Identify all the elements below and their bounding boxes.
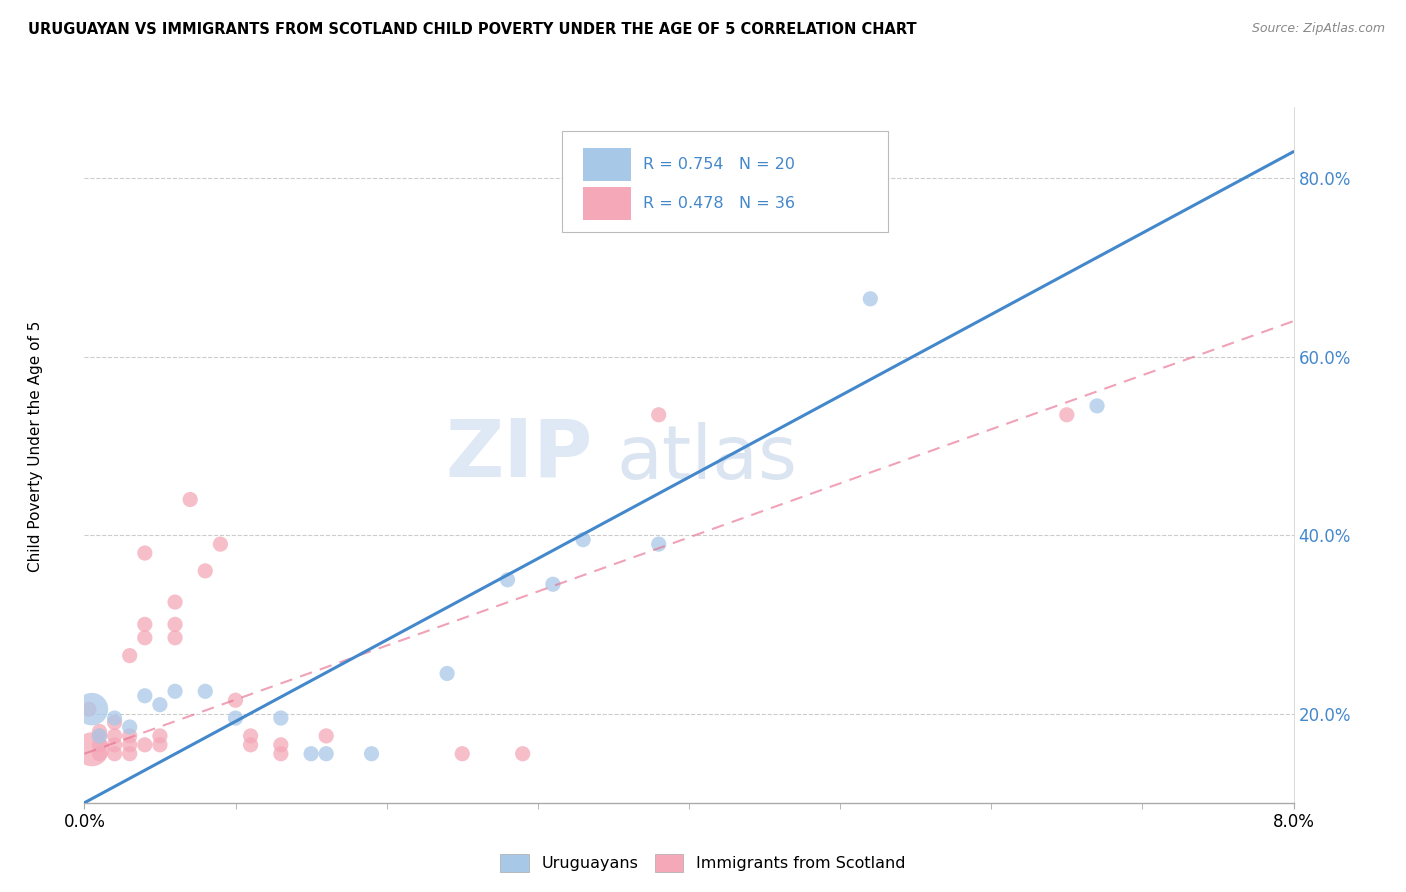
Point xyxy=(134,617,156,632)
Point xyxy=(225,711,247,725)
Point xyxy=(315,729,337,743)
Point xyxy=(134,738,156,752)
Point xyxy=(270,738,292,752)
Point xyxy=(572,533,595,547)
Point xyxy=(299,747,322,761)
Point xyxy=(118,720,141,734)
Point xyxy=(512,747,534,761)
Point xyxy=(89,747,111,761)
Point xyxy=(270,747,292,761)
Point xyxy=(104,715,127,730)
Point xyxy=(360,747,382,761)
Point xyxy=(80,702,103,716)
Point xyxy=(118,747,141,761)
Point xyxy=(165,631,187,645)
Point xyxy=(541,577,564,591)
Point xyxy=(179,492,201,507)
Point xyxy=(859,292,882,306)
Point xyxy=(194,684,217,698)
Point xyxy=(209,537,232,551)
Text: URUGUAYAN VS IMMIGRANTS FROM SCOTLAND CHILD POVERTY UNDER THE AGE OF 5 CORRELATI: URUGUAYAN VS IMMIGRANTS FROM SCOTLAND CH… xyxy=(28,22,917,37)
Point xyxy=(149,698,172,712)
Point xyxy=(315,747,337,761)
Point xyxy=(104,711,127,725)
Point xyxy=(118,729,141,743)
Point xyxy=(89,729,111,743)
Point xyxy=(647,537,671,551)
Text: atlas: atlas xyxy=(616,422,797,495)
Point xyxy=(239,738,262,752)
Point xyxy=(134,631,156,645)
Point xyxy=(149,738,172,752)
Point xyxy=(165,595,187,609)
Bar xyxy=(582,148,631,181)
Point xyxy=(194,564,217,578)
Bar xyxy=(582,187,631,220)
Point xyxy=(149,729,172,743)
Point xyxy=(118,738,141,752)
Point xyxy=(451,747,474,761)
Point xyxy=(89,724,111,739)
Text: R = 0.754   N = 20: R = 0.754 N = 20 xyxy=(643,157,794,172)
Point xyxy=(239,729,262,743)
Point xyxy=(104,729,127,743)
Point xyxy=(165,617,187,632)
Point xyxy=(1056,408,1078,422)
Point xyxy=(80,742,103,756)
Point xyxy=(270,711,292,725)
Point xyxy=(104,747,127,761)
Legend: Uruguayans, Immigrants from Scotland: Uruguayans, Immigrants from Scotland xyxy=(492,847,914,880)
Point xyxy=(134,689,156,703)
Point xyxy=(225,693,247,707)
Point xyxy=(165,684,187,698)
Point xyxy=(118,648,141,663)
Point xyxy=(77,702,100,716)
Point xyxy=(1085,399,1108,413)
Point xyxy=(89,729,111,743)
FancyBboxPatch shape xyxy=(562,131,889,232)
Text: Source: ZipAtlas.com: Source: ZipAtlas.com xyxy=(1251,22,1385,36)
Point xyxy=(496,573,519,587)
Text: R = 0.478   N = 36: R = 0.478 N = 36 xyxy=(643,196,794,211)
Text: ZIP: ZIP xyxy=(444,416,592,494)
Point xyxy=(104,738,127,752)
Point xyxy=(647,408,671,422)
Point xyxy=(134,546,156,560)
Point xyxy=(89,738,111,752)
Point xyxy=(436,666,458,681)
Text: Child Poverty Under the Age of 5: Child Poverty Under the Age of 5 xyxy=(28,320,42,572)
